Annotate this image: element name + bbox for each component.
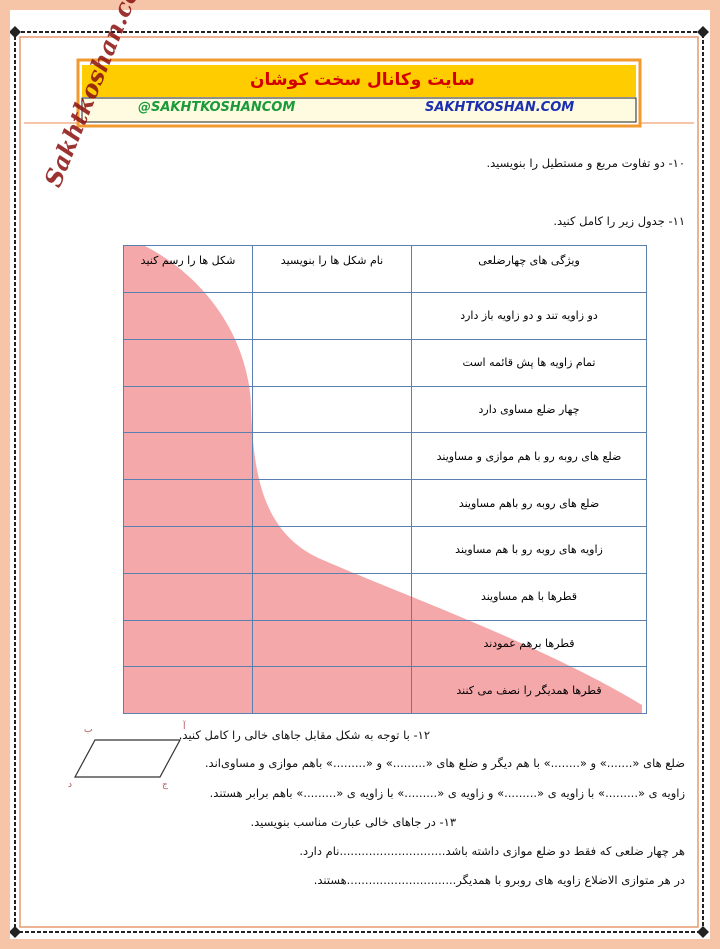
property-cell: قطرها برهم عمودند	[411, 619, 647, 668]
answer-cell	[252, 619, 412, 668]
drawing-cell	[123, 432, 253, 481]
answer-cell	[252, 338, 412, 387]
vertex-label: ج	[162, 780, 168, 790]
header-cell: نام شکل ها را بنویسید	[252, 245, 412, 293]
property-cell: قطرها با هم مساویند	[411, 572, 647, 621]
drawing-cell	[123, 479, 253, 527]
drawing-cell	[123, 338, 253, 387]
table-row: زاویه های روبه رو با هم مساویند	[123, 525, 647, 574]
question: ۱۲- با توجه به شکل مقابل جاهای خالی را ک…	[178, 728, 430, 742]
answer-cell	[252, 525, 412, 574]
dashed-border	[14, 31, 704, 933]
table-row: چهار ضلع مساوی دارد	[123, 385, 647, 434]
vertex-label: ب	[84, 725, 93, 735]
question: ۱۱- جدول زیر را کامل کنید.	[553, 214, 685, 228]
property-cell: زاویه های روبه رو با هم مساویند	[411, 525, 647, 574]
drawing-cell	[123, 385, 253, 434]
header-cell: ویژگی های چهارضلعی	[411, 245, 647, 293]
vertex-label: آ	[183, 722, 186, 732]
answer-cell	[252, 432, 412, 481]
table-row: دو زاویه تند و دو زاویه باز دارد	[123, 292, 647, 340]
header-link: @SAKHTKOSHANCOM	[138, 100, 296, 115]
question: ۱۳- در جاهای خالی عبارت مناسب بنویسید.	[250, 815, 456, 829]
fill-line: هر چهار ضلعی که فقط دو ضلع موازی داشته ب…	[299, 844, 685, 858]
fill-line: زاویه ی «.........» با زاویه ی «........…	[209, 786, 685, 800]
header-link: SAKHTKOSHAN.COM	[425, 100, 575, 115]
property-cell: چهار ضلع مساوی دارد	[411, 385, 647, 434]
corner-ornaments	[10, 26, 709, 938]
fill-line: ضلع های «.......» و «........» با هم دیگ…	[204, 756, 685, 770]
property-cell: تمام زاویه ها پش قائمه است	[411, 338, 647, 387]
property-cell: قطرها همدیگر را نصف می کنند	[411, 666, 647, 715]
drawing-cell	[123, 292, 253, 340]
property-cell: دو زاویه تند و دو زاویه باز دارد	[411, 292, 647, 340]
answer-cell	[252, 572, 412, 621]
answer-cell	[252, 385, 412, 434]
properties-table: ویژگی های چهارضلعی نام شکل ها را بنویسید ش…	[123, 245, 647, 715]
worksheet: سایت وکانال سخت کوشان @SAKHTKOSHANCOM SA…	[10, 0, 710, 939]
header-title: سایت وکانال سخت کوشان	[250, 70, 475, 90]
header-links-band	[81, 97, 637, 123]
header-row: ویژگی های چهارضلعی نام شکل ها را بنویسید ش…	[123, 245, 647, 293]
frame	[10, 26, 709, 938]
drawing-cell	[123, 572, 253, 621]
table-row: قطرها برهم عمودند	[123, 619, 647, 668]
fill-line: در هر متوازی الاضلاع زاویه های روبرو با …	[313, 873, 685, 887]
header-band	[82, 65, 636, 97]
inner-border	[19, 36, 699, 928]
drawing-cell	[123, 525, 253, 574]
table-row: تمام زاویه ها پش قائمه است	[123, 338, 647, 387]
table-row: ضلع های روبه رو باهم مساویند	[123, 479, 647, 527]
vertex-label: د	[68, 780, 73, 790]
table-row: قطرها با هم مساویند	[123, 572, 647, 621]
drawing-cell	[123, 666, 253, 715]
property-cell: ضلع های روبه رو با هم موازی و مساویند	[411, 432, 647, 481]
answer-cell	[252, 292, 412, 340]
header-cell: شکل ها را رسم کنید	[123, 245, 253, 293]
question: ۱۰- دو تفاوت مربع و مستطیل را بنویسید.	[486, 156, 685, 170]
drawing-cell	[123, 619, 253, 668]
property-cell: ضلع های روبه رو باهم مساویند	[411, 479, 647, 527]
answer-cell	[252, 479, 412, 527]
table-row: قطرها همدیگر را نصف می کنند	[123, 666, 647, 715]
table-row: ضلع های روبه رو با هم موازی و مساویند	[123, 432, 647, 481]
parallelogram	[73, 739, 182, 778]
answer-cell	[252, 666, 412, 715]
